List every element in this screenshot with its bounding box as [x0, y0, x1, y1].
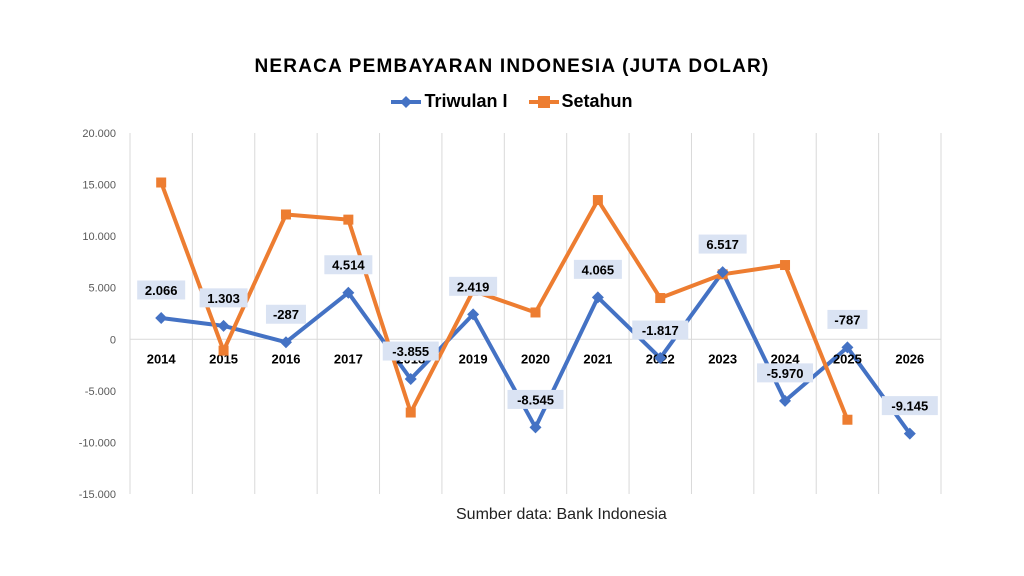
series-line-setahun [159, 181, 850, 421]
data-label-box [137, 280, 186, 300]
chart-legend: Triwulan I Setahun [0, 91, 1024, 112]
data-label-triwulan: -287 [273, 307, 299, 322]
data-label-box [881, 396, 938, 416]
data-label-box [265, 304, 306, 324]
data-label-triwulan: 1.303 [207, 291, 240, 306]
data-label-triwulan: -3.855 [392, 344, 429, 359]
data-label-box [449, 276, 498, 296]
x-tick-label: 2017 [334, 351, 363, 366]
marker-triwulan [155, 311, 168, 324]
x-tick-label: 2016 [272, 351, 301, 366]
data-label-box [199, 288, 248, 308]
x-tick-label: 2025 [833, 351, 862, 366]
marker-setahun [592, 195, 603, 206]
marker-setahun [405, 407, 416, 418]
x-tick-label: 2026 [895, 351, 924, 366]
data-label-triwulan: -8.545 [517, 392, 554, 407]
x-tick-label: 2021 [583, 351, 612, 366]
data-label-triwulan: 2.419 [457, 279, 490, 294]
data-label-box [382, 341, 439, 361]
marker-setahun [530, 307, 541, 318]
x-tick-label: 2024 [771, 351, 801, 366]
data-label-box [507, 389, 564, 409]
legend-line-square-icon [528, 96, 559, 109]
marker-setahun [218, 345, 229, 356]
data-label-triwulan: 6.517 [706, 237, 739, 252]
data-label-triwulan: 2.066 [145, 283, 178, 298]
y-tick-label: 10.000 [82, 231, 116, 243]
marker-setahun [780, 260, 791, 271]
data-label-triwulan: 4.514 [332, 258, 365, 273]
marker-setahun [655, 293, 666, 304]
legend-item-setahun: Setahun [528, 91, 633, 112]
legend-label-setahun: Setahun [561, 91, 633, 111]
data-label-triwulan: -5.970 [767, 366, 804, 381]
y-tick-label: 0 [110, 334, 116, 346]
marker-triwulan [529, 421, 542, 434]
chart-title: NERACA PEMBAYARAN INDONESIA (JUTA DOLAR) [254, 56, 770, 77]
marker-triwulan [841, 341, 854, 354]
marker-setahun [280, 209, 291, 220]
y-tick-label: 5.000 [88, 283, 116, 295]
legend-item-triwulan: Triwulan I [391, 91, 507, 112]
marker-triwulan [779, 394, 792, 407]
marker-triwulan [591, 291, 604, 304]
data-label-box [827, 309, 868, 329]
data-label-triwulan: -1.817 [642, 323, 679, 338]
marker-setahun [156, 177, 167, 188]
data-label-box [324, 255, 373, 275]
marker-triwulan [404, 373, 417, 386]
marker-triwulan [467, 308, 480, 321]
source-note: Sumber data: Bank Indonesia [456, 506, 667, 523]
legend-line-diamond-icon [391, 96, 422, 109]
y-tick-label: -15.000 [79, 489, 116, 501]
marker-setahun [842, 414, 853, 425]
y-tick-label: -10.000 [79, 437, 116, 449]
y-tick-label: 20.000 [82, 128, 116, 140]
marker-triwulan [279, 336, 292, 349]
legend-label-triwulan: Triwulan I [424, 91, 508, 111]
data-label-box [698, 234, 747, 254]
data-label-triwulan: 4.065 [582, 262, 615, 277]
data-label-box [573, 259, 622, 279]
data-label-triwulan: -787 [834, 312, 860, 327]
marker-triwulan [217, 319, 230, 332]
x-tick-label: 2020 [521, 351, 550, 366]
marker-triwulan [342, 286, 355, 299]
x-tick-label: 2019 [459, 351, 488, 366]
marker-triwulan [654, 352, 667, 365]
marker-triwulan [716, 266, 729, 279]
marker-setahun [343, 214, 354, 225]
y-tick-label: -5.000 [85, 386, 116, 398]
x-tick-label: 2023 [708, 351, 737, 366]
data-label-box [632, 320, 689, 340]
y-tick-label: 15.000 [82, 180, 116, 192]
marker-triwulan [903, 427, 916, 440]
data-label-box [757, 363, 814, 383]
data-label-triwulan: -9.145 [891, 399, 928, 414]
x-tick-label: 2014 [147, 351, 177, 366]
x-tick-label: 2015 [209, 351, 238, 366]
